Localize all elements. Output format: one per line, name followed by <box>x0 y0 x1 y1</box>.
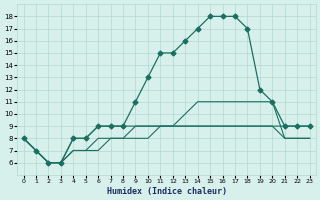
X-axis label: Humidex (Indice chaleur): Humidex (Indice chaleur) <box>107 187 227 196</box>
